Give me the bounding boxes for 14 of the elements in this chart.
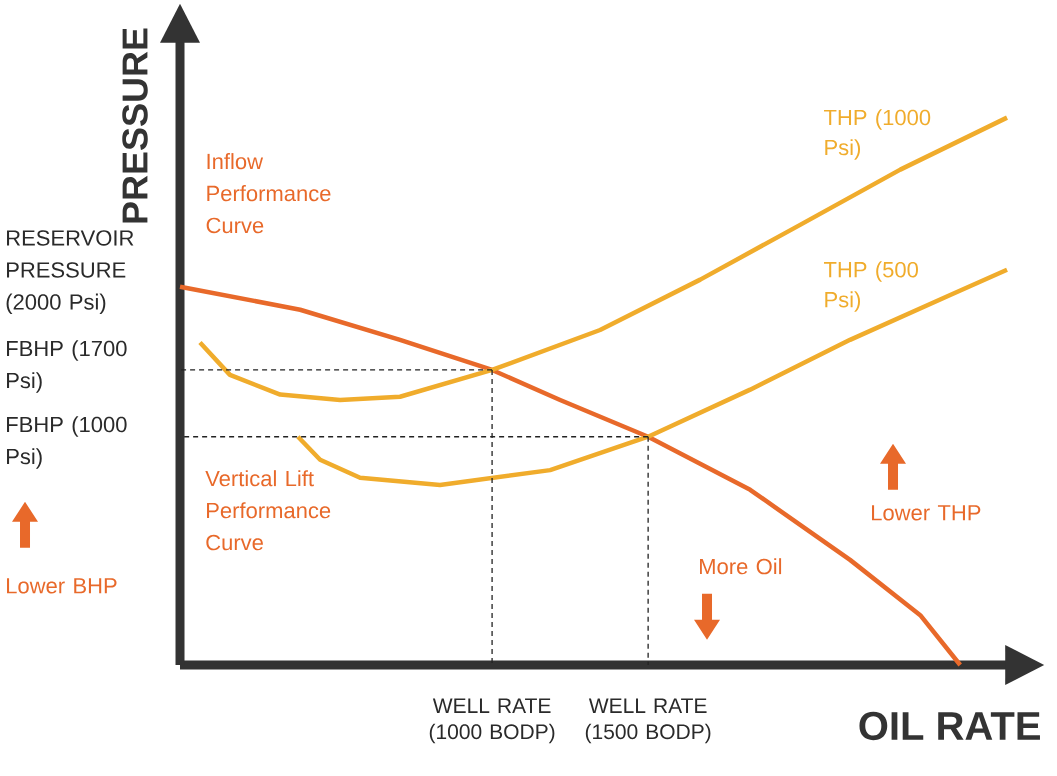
- annotation: Vertical Lift Performance Curve: [205, 470, 331, 551]
- text: Inflow Performance Curve: [206, 153, 331, 234]
- text: RESERVOIR PRESSURE (2000 Psi): [6, 230, 134, 315]
- text: Lower BHP: [7, 578, 117, 594]
- x-tick-label: WELL RATE (1000 BODP): [429, 698, 555, 744]
- text: FBHP (1000 Psi): [7, 416, 127, 469]
- annotation: More Oil: [700, 558, 782, 575]
- series-label: THP (1000 Psi): [823, 109, 931, 160]
- text: FBHP (1700 Psi): [7, 340, 127, 393]
- series-label: THP (500 Psi): [823, 261, 918, 312]
- y-axis-title: PRESSURE: [122, 28, 148, 223]
- annotation: Lower THP: [872, 505, 981, 521]
- x-tick-label: WELL RATE (1500 BODP): [585, 698, 711, 744]
- x-axis-title: OIL RATE: [859, 711, 1040, 741]
